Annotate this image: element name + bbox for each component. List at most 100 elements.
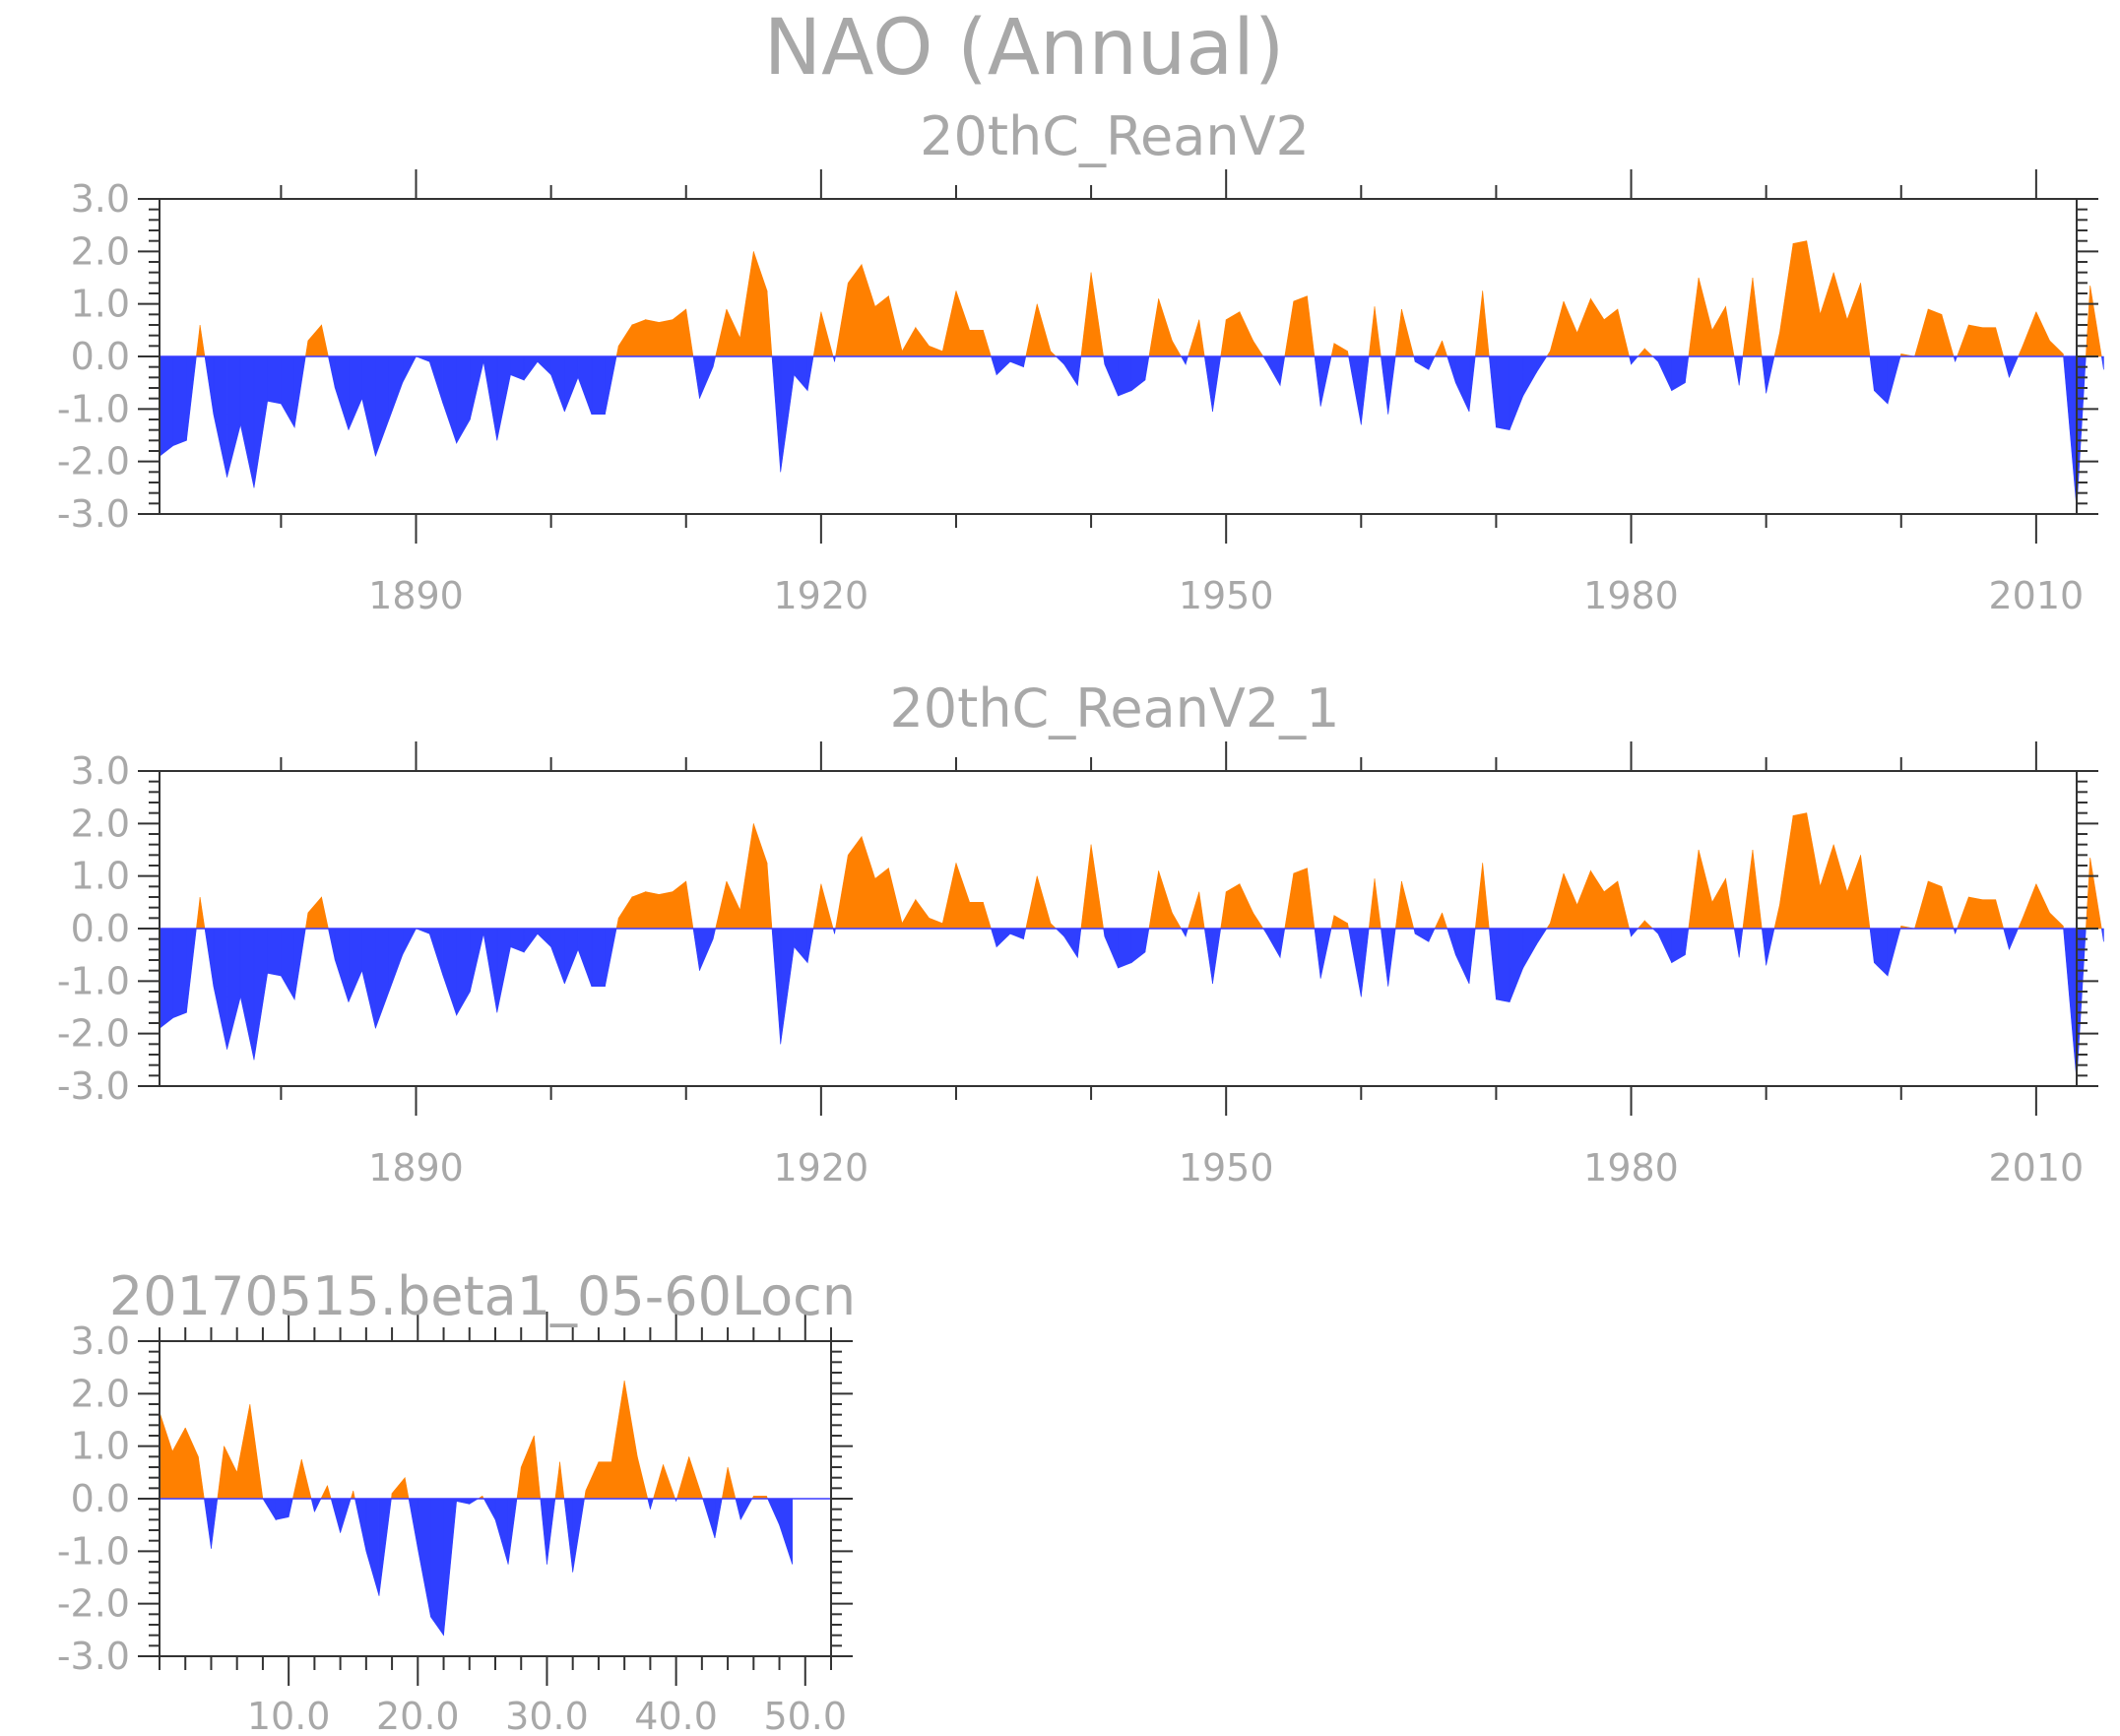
positive-area-segment [929, 345, 943, 357]
positive-area-segment [1752, 849, 1763, 930]
positive-area-segment [1742, 277, 1754, 357]
negative-area-segment [226, 928, 241, 1050]
negative-area-segment [1063, 928, 1078, 959]
positive-area-segment [1347, 923, 1349, 930]
positive-area-segment [941, 863, 957, 930]
positive-area-segment [1549, 872, 1565, 930]
positive-area-segment [224, 1446, 237, 1500]
negative-area-segment [1428, 928, 1436, 942]
x-tick-label: 1980 [1583, 1146, 1679, 1189]
x-tick-label: 1890 [368, 574, 464, 617]
negative-area-segment [1203, 355, 1213, 413]
negative-area-segment [328, 355, 336, 389]
positive-area-segment [534, 1435, 542, 1500]
negative-area-segment [834, 928, 836, 934]
y-tick-label: -1.0 [57, 387, 130, 430]
positive-area-segment [1401, 880, 1415, 930]
negative-area-segment [510, 355, 525, 381]
y-tick-label: 0.0 [71, 1477, 130, 1520]
positive-area-segment [715, 308, 728, 357]
positive-area-segment [685, 308, 694, 357]
positive-area-segment [874, 868, 889, 930]
positive-area-segment [715, 880, 728, 930]
positive-area-segment [2049, 912, 2064, 930]
positive-area-segment [1968, 324, 1983, 357]
panel-20thc-reanv2-1: 3.0 2.0 1.0 0.0 -1.0 -2.0 -3.0 1890 1920 1950 1980… [57, 677, 2104, 1189]
x-tick-label: 1890 [368, 1146, 464, 1189]
negative-area-segment [605, 928, 617, 987]
negative-area-segment [402, 355, 418, 383]
positive-area-segment [1968, 896, 1983, 930]
negative-area-segment [281, 355, 295, 429]
positive-area-segment [196, 324, 201, 357]
positive-area-segment [1220, 891, 1227, 930]
negative-area-segment [239, 355, 255, 488]
negative-area-segment [546, 1498, 556, 1565]
panel-title: 20170515.beta1_05-60Locn [109, 1265, 856, 1327]
negative-area-segment [735, 1498, 741, 1520]
x-tick-label: 20.0 [376, 1695, 460, 1736]
negative-area-segment [692, 355, 700, 399]
negative-area-segment [1104, 355, 1119, 397]
negative-area-segment [1428, 355, 1436, 370]
positive-area-segment [2089, 857, 2102, 930]
x-tick-label: 1950 [1179, 574, 1274, 617]
positive-area-segment [304, 340, 309, 357]
positive-area-segment [1549, 300, 1565, 357]
positive-area-segment [1806, 240, 1821, 357]
positive-area-segment [1080, 272, 1092, 357]
positive-area-segment [1927, 880, 1943, 930]
positive-area-segment [1368, 306, 1376, 357]
positive-area-segment [2018, 346, 2024, 357]
positive-area-segment [1333, 343, 1348, 357]
negative-area-segment [1761, 355, 1767, 394]
positive-area-segment [1806, 812, 1821, 930]
positive-area-segment [1590, 297, 1605, 357]
negative-area-segment [253, 355, 268, 488]
y-tick-label: -2.0 [57, 440, 130, 483]
negative-area-segment [348, 928, 362, 1002]
negative-area-segment [780, 928, 795, 1045]
positive-area-segment [617, 895, 633, 930]
negative-area-segment [1874, 355, 1889, 405]
positive-area-segment [645, 891, 660, 930]
positive-area-segment [1293, 868, 1308, 930]
negative-area-segment [267, 928, 282, 977]
negative-area-segment [470, 355, 484, 420]
negative-area-segment [1522, 928, 1537, 970]
negative-area-segment [537, 928, 551, 948]
negative-area-segment [991, 355, 997, 375]
positive-area-segment [249, 1403, 264, 1500]
negative-area-segment [172, 928, 187, 1019]
positive-area-segment [1188, 319, 1200, 357]
negative-area-segment [470, 928, 484, 993]
negative-area-segment [523, 928, 539, 953]
positive-area-segment [727, 1466, 737, 1500]
positive-area-segment [1688, 849, 1700, 930]
negative-area-segment [2003, 928, 2010, 950]
negative-area-segment [699, 928, 714, 971]
positive-area-segment [1617, 308, 1630, 357]
negative-area-segment [1130, 355, 1146, 392]
x-tick-label: 1980 [1583, 574, 1679, 617]
positive-area-segment [2022, 311, 2037, 357]
positive-area-segment [659, 319, 674, 357]
positive-area-segment [888, 295, 903, 357]
positive-area-segment [888, 868, 903, 930]
positive-area-segment [1832, 272, 1848, 357]
negative-area-segment [456, 928, 471, 1017]
negative-area-segment [418, 1498, 431, 1618]
negative-area-segment [496, 928, 511, 1013]
negative-area-segment [354, 1498, 367, 1552]
negative-area-segment [281, 928, 295, 1001]
negative-area-segment [1509, 355, 1524, 430]
negative-area-segment [1279, 355, 1286, 386]
negative-area-segment [647, 1498, 651, 1510]
positive-area-segment [1698, 849, 1713, 930]
negative-area-segment [430, 1498, 444, 1637]
negative-area-segment [469, 1498, 480, 1505]
negative-area-segment [1955, 355, 1958, 362]
positive-area-segment [847, 835, 863, 930]
positive-area-segment [291, 1458, 302, 1500]
negative-area-segment [213, 355, 227, 478]
